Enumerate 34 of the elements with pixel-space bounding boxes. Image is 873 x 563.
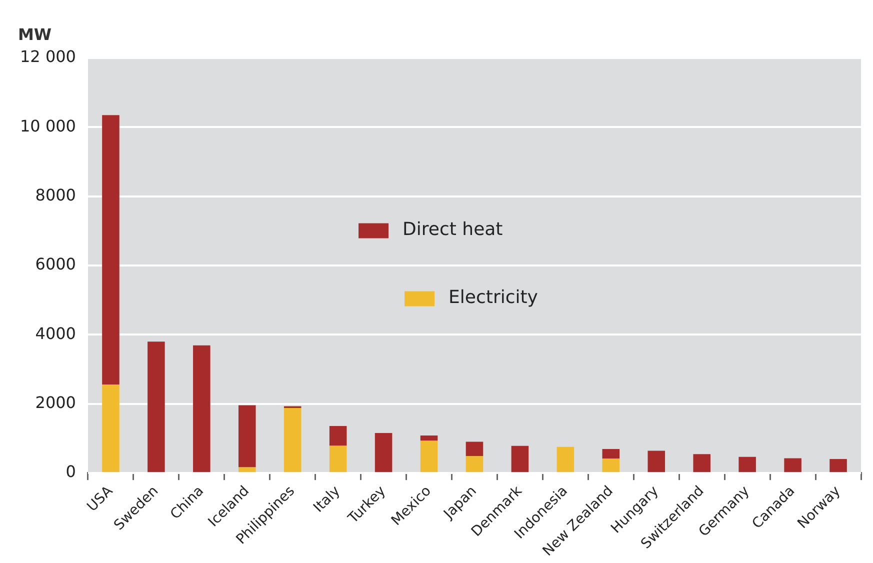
bar — [738, 456, 756, 472]
y-tick-label: 2000 — [35, 393, 76, 412]
y-axis-title: MW — [18, 25, 52, 44]
bar — [102, 115, 120, 385]
y-tick-label: 0 — [66, 462, 76, 482]
y-tick-label: 8000 — [35, 186, 76, 205]
bar — [329, 426, 347, 446]
bar — [602, 458, 620, 472]
bar — [193, 345, 210, 472]
y-tick-label: 12 000 — [20, 47, 76, 66]
bar — [238, 405, 256, 468]
bar — [511, 446, 529, 472]
bar — [648, 450, 666, 472]
bar — [830, 458, 847, 472]
y-tick-label: 10 000 — [20, 116, 76, 136]
bar — [374, 432, 392, 472]
bar — [148, 342, 165, 472]
bar — [784, 458, 802, 472]
y-tick-label: 6000 — [35, 254, 76, 274]
bar — [466, 442, 484, 456]
bar — [420, 440, 438, 472]
legend-label: Electricity — [448, 286, 538, 308]
bar — [102, 384, 120, 472]
bar — [238, 467, 256, 472]
bar — [284, 408, 302, 472]
x-tick-label: USA — [84, 482, 116, 515]
legend-label: Direct heat — [402, 218, 503, 240]
y-tick-label: 4000 — [35, 324, 76, 343]
bar — [556, 446, 574, 472]
bar — [329, 446, 347, 472]
bar — [466, 456, 484, 472]
bar — [602, 448, 620, 459]
bar — [420, 436, 438, 441]
bar — [693, 454, 710, 472]
